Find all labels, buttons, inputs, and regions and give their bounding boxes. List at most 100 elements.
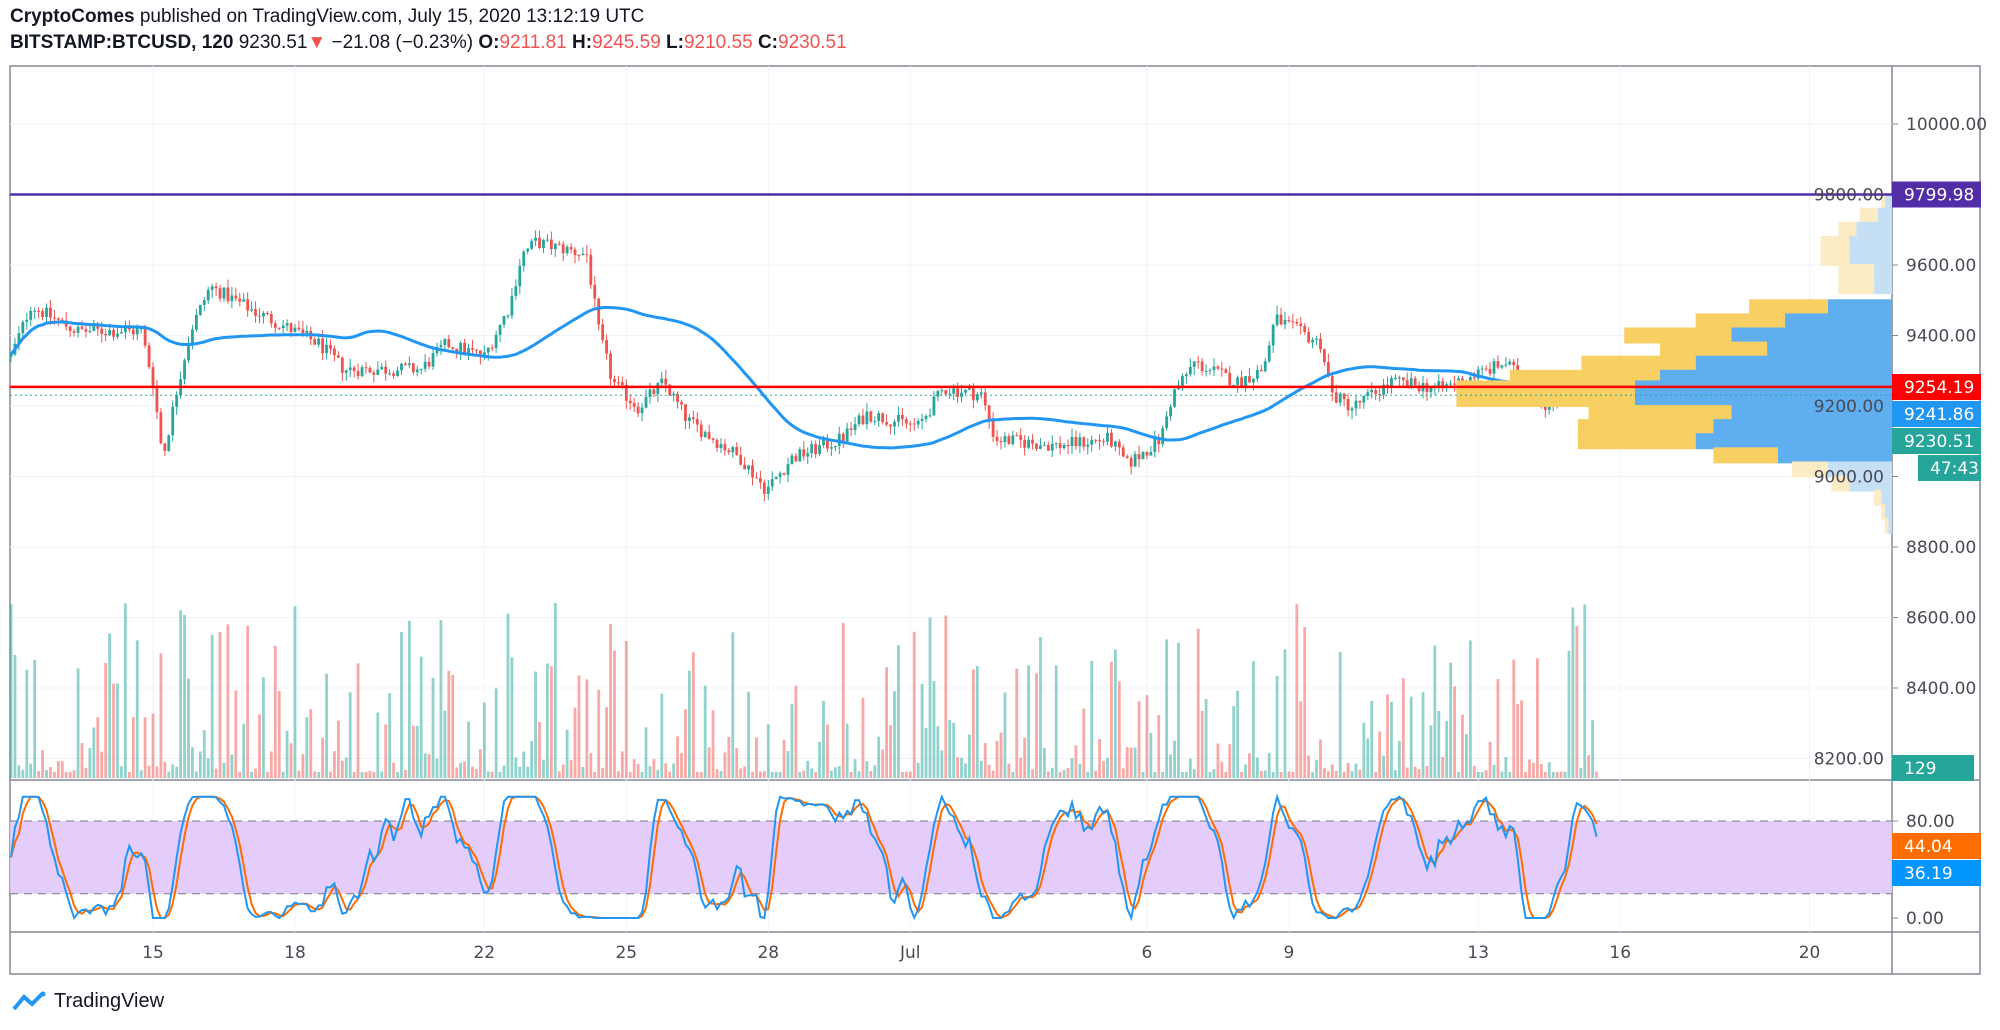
candle-body <box>333 348 336 356</box>
candle-body <box>1070 436 1074 447</box>
candle-body <box>778 473 782 478</box>
candle-body <box>889 424 892 427</box>
candle-body <box>774 477 778 480</box>
volume-bar <box>498 771 502 778</box>
volume-bar <box>514 757 518 778</box>
volume-bar <box>672 763 676 778</box>
volume-bar <box>1086 771 1090 778</box>
volume-profile-down <box>1713 447 1778 464</box>
volume-bar <box>56 761 60 778</box>
volume-bar <box>388 693 392 778</box>
volume-bar <box>33 659 37 778</box>
candles <box>9 230 1598 778</box>
volume-bar <box>218 631 222 778</box>
volume-bar <box>1236 690 1240 778</box>
candle-body <box>439 345 443 347</box>
resistance-label: 9799.98 <box>1904 186 1974 206</box>
volume-bar <box>167 771 171 778</box>
candle-body <box>975 394 979 401</box>
candle-body <box>534 237 537 241</box>
candle-body <box>829 447 833 449</box>
candle-body <box>1046 445 1050 451</box>
volume-bar <box>1027 665 1031 778</box>
candle-body <box>187 342 190 361</box>
candle-body <box>861 415 865 425</box>
volume-bar <box>120 766 123 778</box>
ma-value-label-bg <box>1892 401 1981 427</box>
volume-bar <box>1472 765 1476 778</box>
candle-body <box>9 354 13 357</box>
volume-bar <box>731 632 735 778</box>
candle-body <box>1027 439 1031 448</box>
volume-bar <box>1386 694 1389 778</box>
candle-body <box>297 327 301 330</box>
volume-profile-down <box>1874 489 1882 506</box>
volume-bar <box>1054 665 1058 778</box>
volume-bar <box>822 700 825 778</box>
volume-bar <box>1587 755 1591 778</box>
volume-bar <box>601 767 605 778</box>
volume-bar <box>1098 739 1101 778</box>
candle-body <box>715 439 719 448</box>
volume-bar <box>1062 770 1066 778</box>
volume-bar <box>116 683 119 778</box>
candle-body <box>1362 395 1366 403</box>
candle-body <box>411 363 415 373</box>
volume-bar <box>1184 771 1188 778</box>
candle-body <box>1394 377 1397 379</box>
volume-bar <box>1129 747 1133 778</box>
volume-bar <box>1169 754 1172 778</box>
tradingview-logo[interactable]: TradingView <box>12 990 164 1013</box>
candle-body <box>415 369 419 373</box>
price-chart[interactable]: 15 18 22 25 28 Jul 6 9 13 16 20 10000.00 9800.00 9600… <box>0 0 2000 990</box>
volume-bar <box>258 714 261 778</box>
volume-bar <box>1591 720 1595 778</box>
candle-body <box>191 329 194 343</box>
volume-bar <box>790 704 794 778</box>
candle-body <box>597 298 601 325</box>
volume-bar <box>1212 769 1216 778</box>
volume-bar <box>222 762 226 778</box>
tradingview-logo-icon <box>12 991 46 1010</box>
volume-bar <box>143 717 147 778</box>
candle-body <box>952 388 956 394</box>
candle-body <box>1113 441 1117 447</box>
candle-body <box>526 248 530 252</box>
volume-bar <box>175 766 179 778</box>
price-tick-label: 10000.00 <box>1906 115 1987 135</box>
candle-body <box>1228 372 1232 386</box>
candle-body <box>1011 435 1015 444</box>
volume-bar <box>506 613 510 778</box>
candle-body <box>1066 444 1070 447</box>
candle-body <box>904 419 908 424</box>
volume-bar <box>1007 763 1011 778</box>
candle-body <box>1275 314 1279 325</box>
volume-bar <box>1492 764 1496 778</box>
volume-bar <box>715 769 719 778</box>
candle-body <box>1370 390 1374 393</box>
candle-body <box>463 342 466 354</box>
candle-body <box>1145 452 1149 456</box>
volume-profile-up <box>1713 419 1892 436</box>
volume-bar <box>1334 770 1338 778</box>
candle-body <box>569 246 573 250</box>
volume-bar <box>127 771 131 778</box>
author[interactable]: CryptoComes <box>10 6 135 27</box>
candle-body <box>112 329 115 337</box>
volume-bar <box>897 645 900 778</box>
volume-bar <box>703 685 707 778</box>
time-tick-label: 20 <box>1799 943 1821 963</box>
candle-body <box>869 411 873 422</box>
volume-bar <box>585 679 589 778</box>
price-tick-label: 9600.00 <box>1906 256 1976 276</box>
volume-bar <box>735 747 739 778</box>
candle-body <box>983 392 987 406</box>
candle-body <box>841 433 845 442</box>
candle-body <box>1378 393 1382 395</box>
candle-body <box>1141 452 1145 460</box>
candle-body <box>41 311 44 317</box>
volume-bar <box>770 771 774 778</box>
volume-profile-down <box>1859 207 1878 224</box>
volume-bar <box>1330 764 1334 778</box>
candle-body <box>932 396 936 416</box>
